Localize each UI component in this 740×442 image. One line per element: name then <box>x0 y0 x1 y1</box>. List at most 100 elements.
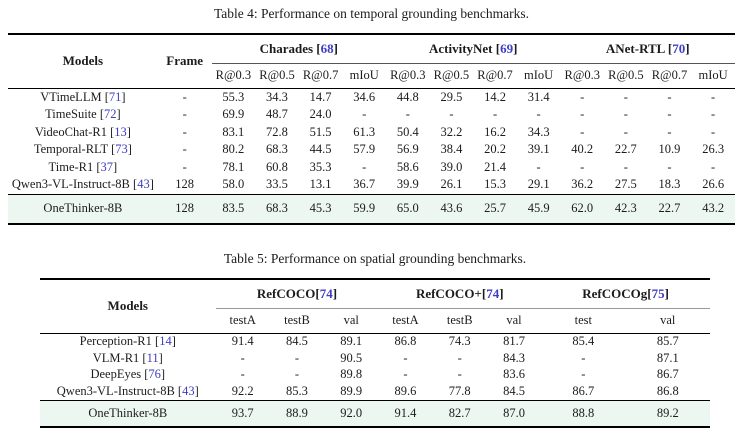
metric-cell: 93.7 <box>215 400 270 427</box>
citation-link[interactable]: 73 <box>115 142 128 157</box>
metric-cell: - <box>711 159 716 174</box>
group-header-anet-rtl: ANet-RTL [70] <box>560 34 735 64</box>
label-text: RefCOCO <box>256 285 316 301</box>
metric-cell: 60.8 <box>266 159 288 174</box>
metric-cell: 58.6 <box>396 159 419 174</box>
metric-cell: 51.5 <box>309 124 332 139</box>
subcolumn-header-anet-rtl-r-0-5: R@0.5 <box>604 63 648 89</box>
label-text: OneThinker-8B <box>88 405 168 420</box>
metric-cell: 56.9 <box>396 142 419 157</box>
group-header-charades: Charades [68] <box>211 34 386 64</box>
metric-cell: - <box>362 107 367 122</box>
metric-cell: 29.1 <box>527 177 550 192</box>
metric-cell: 84.3 <box>503 350 525 365</box>
metric-cell: 89.9 <box>340 383 363 398</box>
citation-link[interactable]: 76 <box>148 367 161 382</box>
metric-cell: - <box>403 367 408 382</box>
model-name-cell: Time-R1 [37] <box>8 159 158 177</box>
metric-cell: 85.4 <box>572 334 595 349</box>
metric-cell: 55.3 <box>222 89 245 104</box>
metric-cell: 34.3 <box>527 124 550 139</box>
table-row-timesuite: TimeSuite [72] - 69.9 48.7 24.0 - - - - - - - - - <box>8 107 735 125</box>
metric-cell: 14.7 <box>309 89 332 104</box>
citation-link[interactable]: 74 <box>319 285 333 301</box>
label-text: Time-R1 <box>48 159 97 174</box>
citation-link[interactable]: 14 <box>159 334 172 349</box>
metric-cell: 40.2 <box>571 142 594 157</box>
subcolumn-header-refcoco-testb: testB <box>269 308 325 334</box>
metric-cell: 22.7 <box>614 142 637 157</box>
group-header-refcocog: RefCOCOg[75] <box>541 279 710 309</box>
metric-cell: 27.5 <box>614 177 637 192</box>
table5-spatial-grounding: Models RefCOCO[74] RefCOCO+[74] RefCOCOg[75… <box>40 278 710 428</box>
citation-link[interactable]: 72 <box>104 107 117 122</box>
table5-caption: Table 5: Performance on spatial groundin… <box>223 251 527 266</box>
citation-link[interactable]: 43 <box>182 383 195 398</box>
citation-link[interactable]: 68 <box>320 40 334 56</box>
metric-cell: 80.2 <box>222 142 245 157</box>
citation-brackets: [70] <box>667 40 690 56</box>
metric-cell: 26.1 <box>440 177 463 192</box>
metric-cell: - <box>667 89 672 104</box>
model-name-cell: VLM-R1 [11] <box>40 351 216 368</box>
table-row-deepeyes: DeepEyes [76] - - 89.8 - - 83.6 - 86.7 <box>40 367 710 384</box>
frame-cell: - <box>182 107 187 122</box>
citation-link[interactable]: 71 <box>108 89 122 104</box>
metric-cell: 39.9 <box>396 177 419 192</box>
citation-link[interactable]: 75 <box>651 285 665 301</box>
metric-cell: 89.8 <box>340 367 363 382</box>
citation-link[interactable]: 13 <box>114 124 127 139</box>
citation-brackets: [74] <box>315 285 338 301</box>
metric-cell: - <box>449 107 454 122</box>
metric-cell: - <box>403 350 408 365</box>
metric-cell: 89.6 <box>394 383 417 398</box>
citation-link[interactable]: 37 <box>100 159 114 174</box>
metric-cell: - <box>294 350 300 365</box>
metric-cell: - <box>240 367 245 382</box>
metric-cell: 38.4 <box>440 142 463 157</box>
metric-cell: 58.0 <box>222 177 245 192</box>
metric-cell: 68.3 <box>266 142 288 157</box>
citation-link[interactable]: 74 <box>486 285 500 301</box>
table-row-videochat-r1: VideoChat-R1 [13] - 83.1 72.8 51.5 61.3 50.4 32… <box>8 124 735 142</box>
subcolumn-header-anet-rtl-r-0-3: R@0.3 <box>560 63 605 89</box>
metric-cell: - <box>623 107 628 122</box>
citation-link[interactable]: 69 <box>500 40 514 56</box>
citation-brackets: [43] <box>177 383 199 398</box>
subcolumn-header-activitynet-r-0-7: R@0.7 <box>473 63 517 89</box>
metric-cell: 86.8 <box>656 383 679 398</box>
metric-cell: - <box>294 367 300 382</box>
model-name-cell: VideoChat-R1 [13] <box>8 124 158 142</box>
metric-cell: 88.8 <box>541 400 626 427</box>
metric-cell: 39.0 <box>440 159 463 174</box>
table-row-qwen3-vl-instruct-8b: Qwen3-VL-Instruct-8B [43] 128 58.0 33.5 13.1… <box>8 177 735 195</box>
citation-link[interactable]: 43 <box>137 177 150 192</box>
frame-cell: 128 <box>157 194 212 224</box>
group-header-refcoco: RefCOCO[74] <box>215 279 379 309</box>
metric-cell: 78.1 <box>222 159 245 174</box>
citation-brackets: [11] <box>142 350 163 365</box>
metric-cell: 14.2 <box>484 89 506 104</box>
metric-cell: - <box>711 107 716 122</box>
metric-cell: 42.3 <box>604 194 648 224</box>
metric-cell: 48.7 <box>266 107 288 122</box>
metric-cell: 50.4 <box>396 124 419 139</box>
column-header-models: Models <box>8 34 158 89</box>
subcolumn-header-activitynet-r-0-3: R@0.3 <box>386 63 430 89</box>
metric-cell: 25.7 <box>473 194 517 224</box>
citation-link[interactable]: 70 <box>672 40 686 56</box>
citation-brackets: [73] <box>111 142 132 157</box>
label-text: ActivityNet <box>428 40 496 56</box>
subcolumn-header-anet-rtl-r-0-7: R@0.7 <box>647 63 692 89</box>
metric-cell: - <box>667 124 672 139</box>
metric-cell: - <box>457 350 462 365</box>
metric-cell: 31.4 <box>527 89 550 104</box>
citation-link[interactable]: 11 <box>146 350 159 365</box>
metric-cell: 91.4 <box>231 334 254 349</box>
metric-cell: 92.2 <box>231 383 254 398</box>
highlight-row-onethinker-8b: OneThinker-8B 93.7 88.9 92.0 91.4 82.7 87.0 88.… <box>40 400 710 427</box>
metric-cell: - <box>580 159 585 174</box>
citation-brackets: [68] <box>316 40 338 56</box>
group-header-activitynet: ActivityNet [69] <box>386 34 561 64</box>
metric-cell: 44.8 <box>396 89 419 104</box>
